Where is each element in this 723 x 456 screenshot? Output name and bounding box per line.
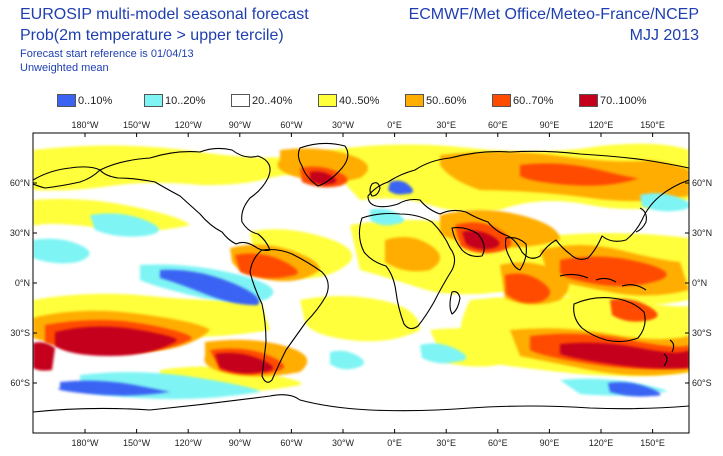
longitude-label: 30°E	[436, 120, 456, 130]
longitude-label: 90°W	[229, 120, 252, 130]
legend-swatch	[231, 94, 250, 107]
coastline-arabia	[451, 227, 485, 257]
longitude-labels-bottom: 180°W 150°W 120°W 90°W 60°W 30°W 0°E 30°E 60°E 90…	[71, 438, 664, 448]
latitude-labels-right: 60°N 30°N 0°N 30°S 60°S	[692, 178, 712, 388]
latitude-label: 30°N	[692, 228, 712, 238]
longitude-label: 0°E	[387, 120, 402, 130]
shading-0-10	[58, 180, 661, 397]
longitude-label: 120°E	[589, 438, 614, 448]
legend-label: 60..70%	[513, 95, 554, 107]
longitude-label: 150°E	[640, 120, 665, 130]
latitude-label: 60°N	[10, 178, 30, 188]
coastlines	[33, 142, 689, 413]
legend-swatch	[492, 94, 511, 107]
latitude-label: 60°N	[692, 178, 712, 188]
legend-swatch	[318, 94, 337, 107]
legend-swatch	[405, 94, 424, 107]
longitude-label: 90°E	[540, 120, 560, 130]
longitude-labels-top: 180°W 150°W 120°W 90°W 60°W 30°W 0°E 30°E 60°E 90…	[71, 120, 664, 130]
longitude-label: 120°W	[175, 438, 203, 448]
longitude-label: 180°W	[71, 438, 99, 448]
longitude-label: 60°W	[280, 438, 303, 448]
coastline-south-america	[249, 248, 329, 383]
longitude-label: 150°W	[123, 438, 151, 448]
latitude-label: 30°S	[10, 328, 30, 338]
coastline-antarctica	[33, 394, 689, 413]
coastline-britain	[369, 182, 381, 197]
coastline-madagascar	[449, 291, 461, 315]
latitude-label: 0°N	[692, 278, 707, 288]
legend-label: 70..100%	[600, 95, 647, 107]
longitude-label: 90°W	[229, 438, 252, 448]
title-line-1: EUROSIP multi-model seasonal forecast	[20, 6, 309, 23]
longitude-label: 60°W	[280, 120, 303, 130]
longitude-label: 120°W	[175, 120, 203, 130]
coastline-indonesia	[559, 273, 647, 291]
legend-label: 10..20%	[165, 95, 206, 107]
longitude-label: 30°E	[436, 438, 456, 448]
coastline-india	[504, 237, 527, 271]
weighting-note: Unweighted mean	[20, 62, 109, 74]
legend-swatch	[144, 94, 163, 107]
latitude-label: 30°S	[692, 328, 712, 338]
longitude-label: 0°E	[387, 438, 402, 448]
legend-swatch	[579, 94, 598, 107]
legend-label: 40..50%	[339, 95, 380, 107]
longitude-label: 180°W	[71, 120, 99, 130]
longitude-label: 60°E	[488, 120, 508, 130]
producing-centres: ECMWF/Met Office/Meteo-France/NCEP	[408, 6, 699, 23]
longitude-label: 90°E	[540, 438, 560, 448]
latitude-label: 0°N	[15, 278, 30, 288]
coastline-north-america	[99, 147, 271, 252]
legend-swatch	[57, 94, 76, 107]
latitude-label: 30°N	[10, 228, 30, 238]
probability-shading	[33, 143, 689, 400]
coastline-eurasia	[367, 150, 689, 260]
longitude-label: 150°E	[640, 438, 665, 448]
forecast-start-reference: Forecast start reference is 01/04/13	[20, 48, 194, 60]
legend-label: 20..40%	[252, 95, 293, 107]
longitude-label: 30°W	[332, 120, 355, 130]
coastline-australia	[573, 297, 646, 343]
longitude-label: 60°E	[488, 438, 508, 448]
forecast-season: MJJ 2013	[629, 27, 699, 44]
shading-70-100	[33, 171, 689, 374]
coastline-greenland	[297, 142, 349, 187]
legend-label: 50..60%	[426, 95, 467, 107]
longitude-label: 120°E	[589, 120, 614, 130]
longitude-label: 150°W	[123, 120, 151, 130]
coastline-japan	[635, 207, 647, 233]
coastline-africa	[358, 212, 456, 330]
coastline-alaska	[33, 166, 101, 189]
coastline-new-zealand	[663, 339, 675, 367]
map-ticks	[33, 133, 689, 433]
latitude-labels-left: 60°N 30°N 0°N 30°S 60°S	[10, 178, 30, 388]
legend-label: 0..10%	[78, 95, 113, 107]
latitude-label: 60°S	[10, 378, 30, 388]
latitude-label: 60°S	[692, 378, 712, 388]
title-line-2: Prob(2m temperature > upper tercile)	[20, 27, 284, 44]
longitude-label: 30°W	[332, 438, 355, 448]
